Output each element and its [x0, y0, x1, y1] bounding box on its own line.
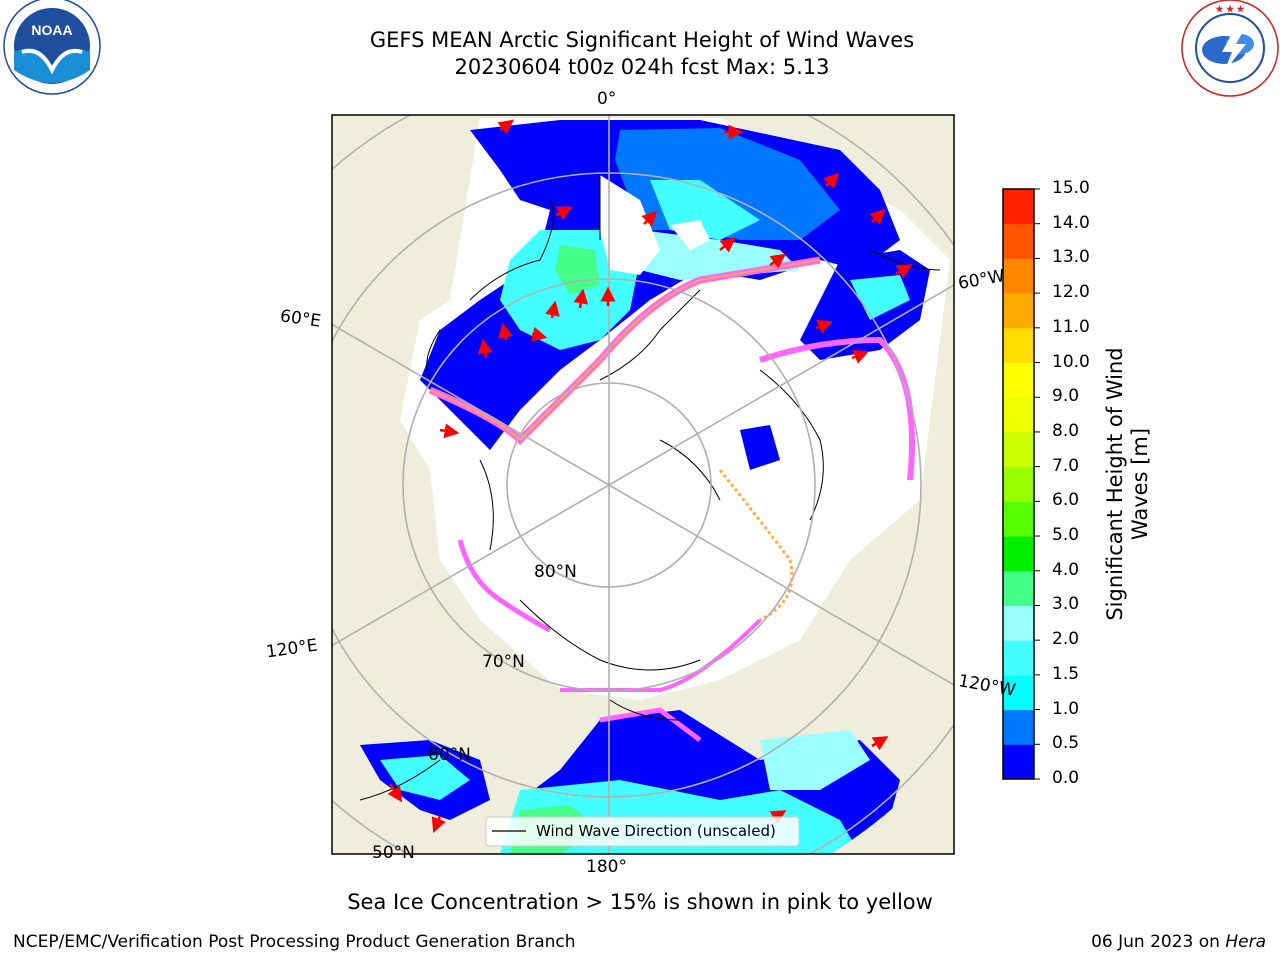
colorbar-swatch — [1003, 431, 1034, 468]
footer-left: NCEP/EMC/Verification Post Processing Pr… — [13, 932, 576, 952]
colorbar-tick-label: 0.5 — [1052, 733, 1080, 754]
colorbar-tick-label: 3.0 — [1052, 594, 1080, 615]
colorbar-swatch — [1003, 709, 1034, 745]
colorbar-swatch — [1003, 605, 1034, 641]
colorbar-tick-label: 5.0 — [1052, 525, 1080, 546]
legend-label: Wind Wave Direction (unscaled) — [536, 822, 776, 840]
colorbar-tick-label: 1.0 — [1052, 698, 1080, 719]
colorbar-swatch — [1003, 293, 1034, 329]
colorbar-swatch — [1003, 327, 1034, 364]
colorbar-tick-label: 7.0 — [1052, 455, 1080, 476]
footer-date: 06 Jun 2023 on — [1091, 932, 1226, 952]
colorbar-swatch — [1003, 397, 1034, 433]
wind-wave-legend — [485, 816, 800, 847]
colorbar-frame — [1002, 188, 1035, 780]
colorbar-swatch — [1003, 570, 1034, 606]
colorbar-swatch — [1003, 362, 1034, 398]
colorbar-tick-label: 8.0 — [1052, 420, 1080, 441]
lat-label-80n: 80°N — [534, 562, 577, 582]
sea-ice-note: Sea Ice Concentration > 15% is shown in … — [347, 890, 933, 914]
colorbar-tick-label: 6.0 — [1052, 490, 1080, 511]
colorbar-tick-label: 0.0 — [1052, 768, 1080, 788]
lat-label-50n: 50°N — [372, 843, 415, 863]
colorbar-tick-label: 10.0 — [1052, 351, 1090, 372]
lat-label-70n: 70°N — [482, 652, 525, 672]
colorbar-swatch — [1003, 674, 1034, 711]
nws-logo: ★ ★ ★ — [1181, 0, 1279, 97]
colorbar-swatch — [1003, 501, 1034, 537]
colorbar-tick-label: 4.0 — [1052, 559, 1080, 580]
noaa-logo: NOAA — [3, 0, 101, 95]
map-subtitle: 20230604 t00z 024h fcst Max: 5.13 — [454, 55, 830, 79]
colorbar-tick-label: 12.0 — [1052, 282, 1090, 303]
colorbar-tick-label: 13.0 — [1052, 247, 1090, 268]
map-frame — [331, 114, 955, 855]
footer-right: 06 Jun 2023 on Hera — [1091, 932, 1266, 952]
map-title: GEFS MEAN Arctic Significant Height of W… — [369, 28, 915, 52]
graticule — [332, 115, 954, 854]
colorbar-tick-label: 1.5 — [1052, 663, 1080, 684]
colorbar-swatch — [1003, 258, 1034, 294]
colorbar-swatch — [1003, 189, 1034, 225]
colorbar — [1002, 188, 1040, 780]
wind-wave-arrows — [387, 119, 913, 833]
colorbar-label-line2: Waves [m] — [1128, 427, 1152, 541]
svg-text:★ ★ ★: ★ ★ ★ — [1215, 4, 1245, 14]
colorbar-tick-label: 15.0 — [1052, 178, 1090, 198]
colorbar-swatch — [1003, 223, 1034, 259]
colorbar-label-line1: Significant Height of Wind — [1103, 347, 1127, 621]
lon-label-180: 180° — [586, 857, 627, 877]
noaa-logo-text: NOAA — [31, 22, 72, 38]
colorbar-swatch — [1003, 466, 1034, 502]
colorbar-tick-label: 11.0 — [1052, 316, 1090, 337]
colorbar-tick-label: 14.0 — [1052, 212, 1090, 233]
lat-label-60n: 60°N — [428, 745, 471, 765]
colorbar-tick-label: 9.0 — [1052, 386, 1080, 407]
colorbar-swatch — [1003, 640, 1034, 676]
colorbar-swatch — [1003, 744, 1034, 780]
footer-machine: Hera — [1225, 932, 1266, 952]
colorbar-tick-label: 2.0 — [1052, 629, 1080, 650]
colorbar-swatch — [1003, 536, 1034, 572]
lon-label-0: 0° — [597, 89, 617, 109]
